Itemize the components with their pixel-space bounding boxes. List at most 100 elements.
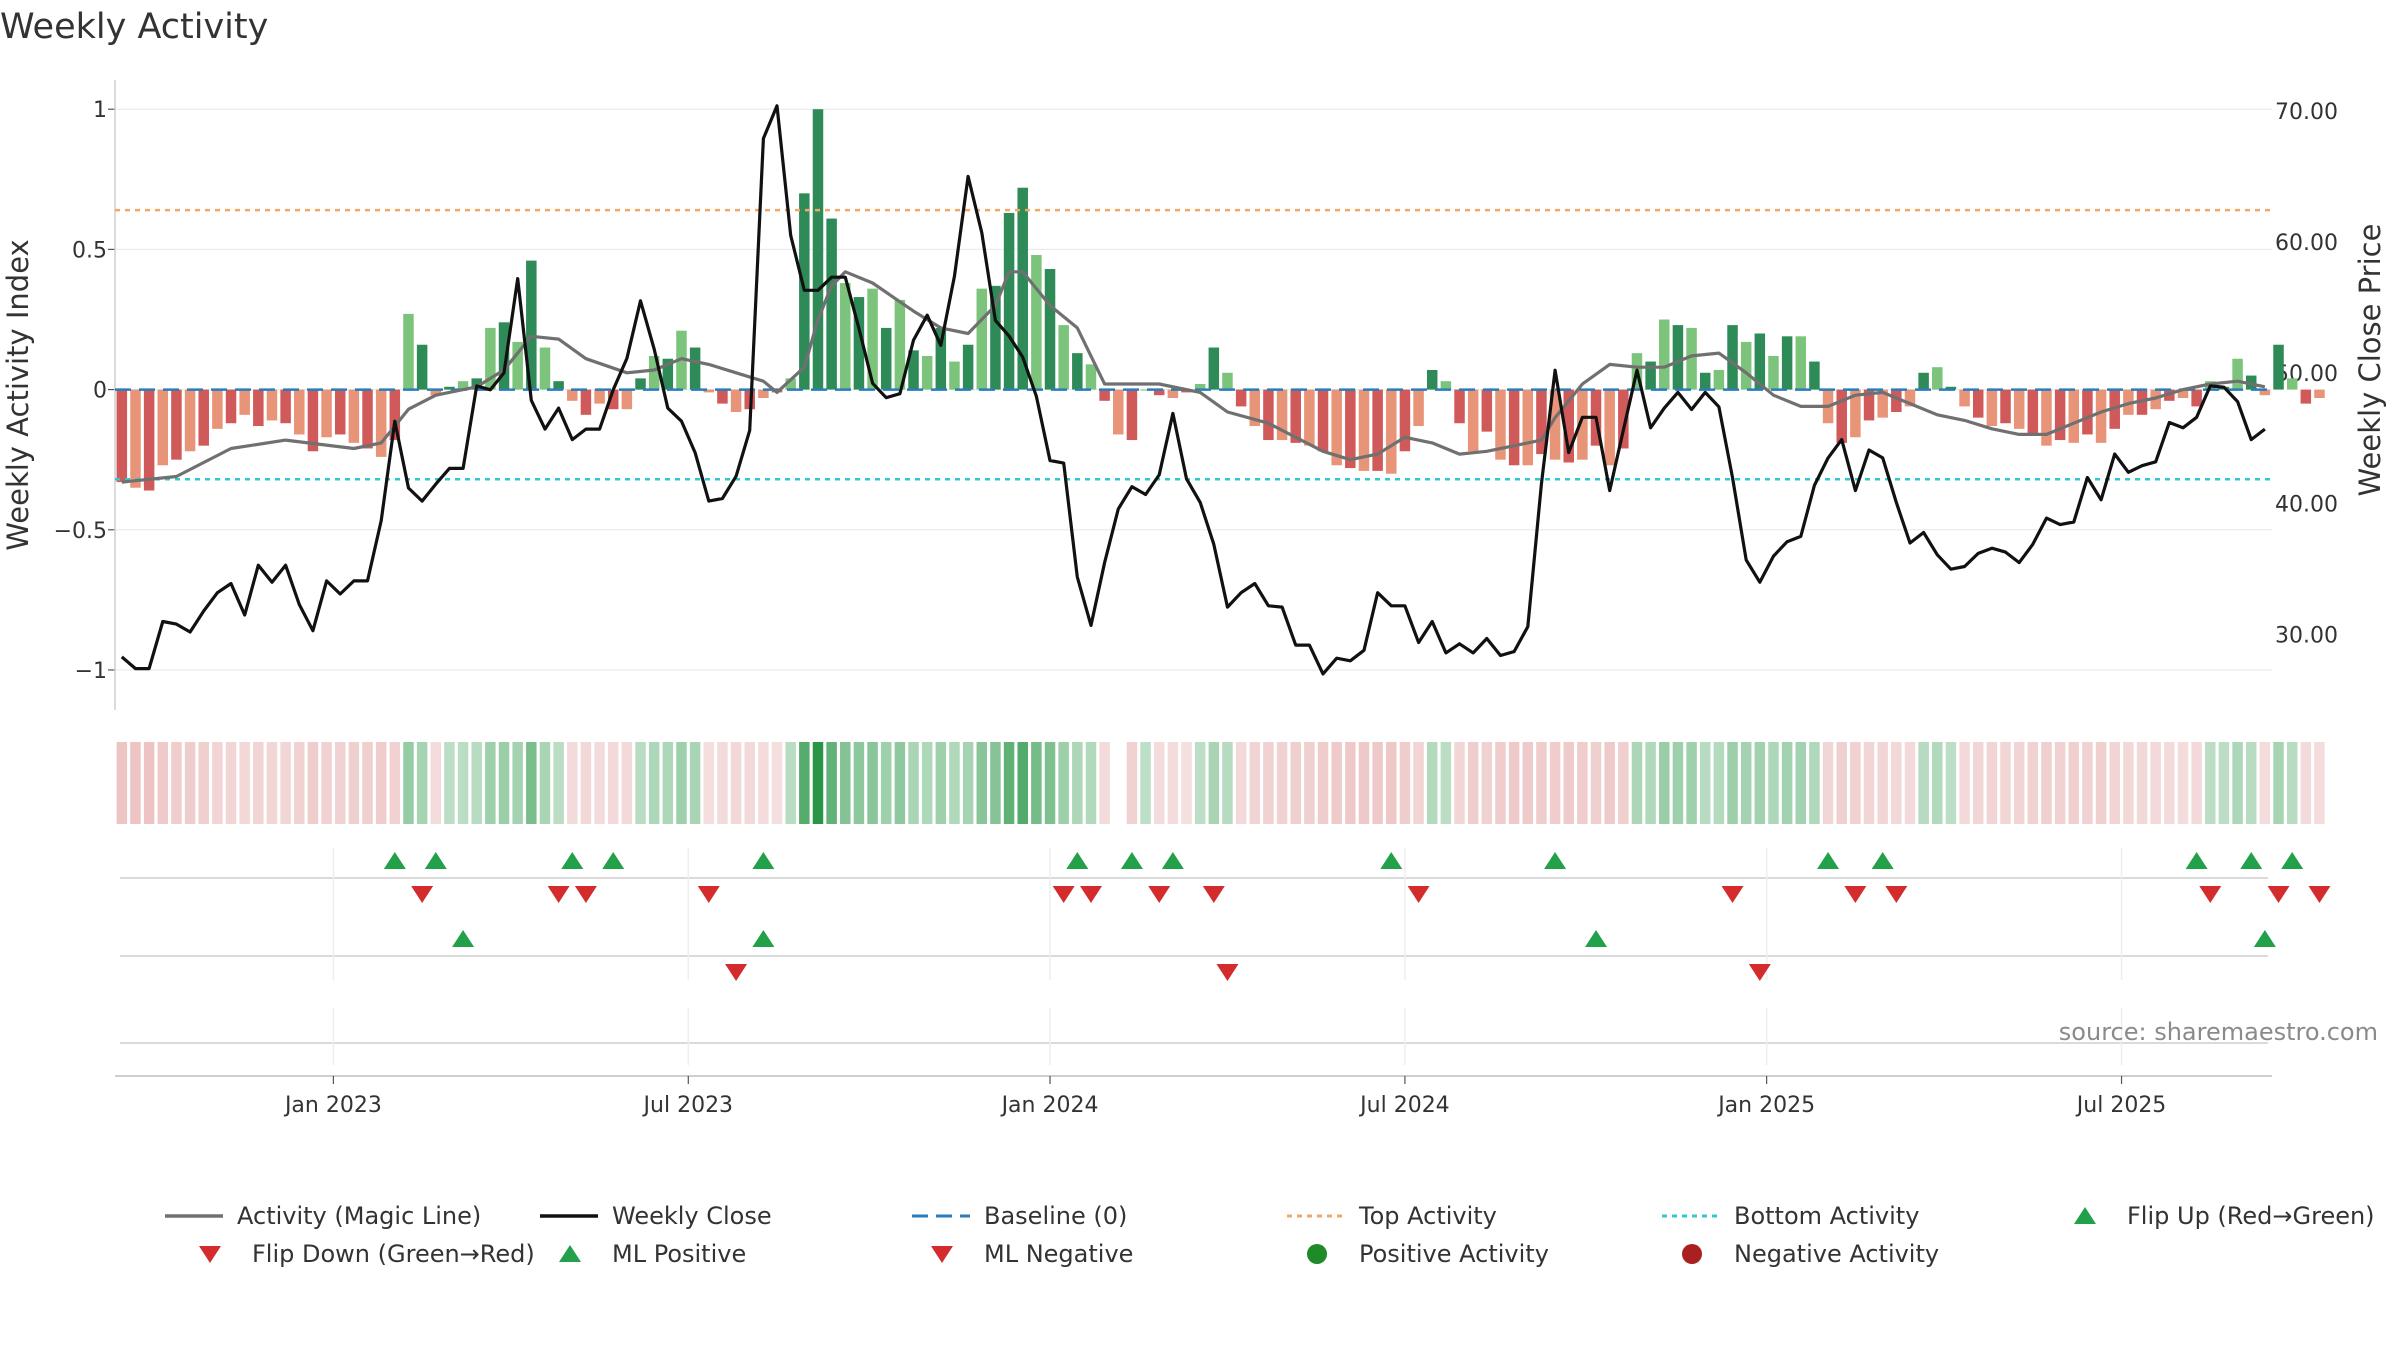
- heat-strip-cell: [1235, 742, 1247, 824]
- heat-strip-cell: [894, 742, 906, 824]
- heat-strip-cell: [1822, 742, 1834, 824]
- flip-up-marker: [424, 852, 447, 869]
- heat-strip-cell: [1099, 742, 1110, 824]
- heat-strip-cell: [1631, 742, 1643, 824]
- flip-down-marker: [697, 886, 720, 903]
- activity-bar: [1659, 319, 1670, 390]
- heat-strip-cell: [1713, 742, 1725, 824]
- heat-strip-cell: [1563, 742, 1574, 824]
- activity-bar: [1604, 389, 1615, 466]
- right-tick-label: 30.00: [2275, 624, 2338, 649]
- activity-bar: [471, 378, 482, 390]
- ml-positive-marker: [752, 930, 775, 947]
- activity-bar: [321, 389, 332, 438]
- heat-strip-cell: [1481, 742, 1493, 824]
- heat-strip-cell: [348, 742, 360, 824]
- activity-bar: [1454, 389, 1465, 424]
- activity-bar: [266, 389, 278, 421]
- activity-bar: [1085, 364, 1097, 390]
- activity-bar: [1072, 353, 1083, 390]
- heat-strip-cell: [1768, 742, 1779, 824]
- heat-strip-cell: [962, 742, 974, 824]
- activity-bar: [2177, 389, 2189, 398]
- legend-label: Activity (Magic Line): [237, 1202, 481, 1230]
- heat-strip-cell: [116, 742, 128, 824]
- heat-strip-cell: [362, 742, 373, 824]
- heat-strip-cell: [1932, 742, 1943, 824]
- activity-bar: [935, 327, 947, 390]
- heat-strip-cell: [1495, 742, 1506, 824]
- activity-bar: [689, 347, 701, 390]
- flip-up-marker: [2240, 852, 2263, 869]
- flip-down-marker: [2308, 886, 2331, 903]
- heat-strip-cell: [1317, 742, 1329, 824]
- activity-bar: [976, 288, 988, 390]
- legend-item-bottom: Bottom Activity: [1662, 1202, 1919, 1230]
- heat-strip-cell: [2027, 742, 2039, 824]
- heat-strip-cell: [1536, 742, 1547, 824]
- flip-down-marker: [1844, 886, 1867, 903]
- activity-bar: [2082, 389, 2093, 435]
- activity-bar: [1194, 383, 1206, 390]
- heat-strip-cell: [703, 742, 715, 824]
- activity-bar: [1713, 369, 1725, 390]
- heat-strip-cell: [1672, 742, 1684, 824]
- heat-strip-cell: [635, 742, 646, 824]
- activity-bar: [157, 389, 169, 466]
- activity-bar: [2259, 389, 2271, 396]
- legend-label: ML Negative: [984, 1240, 1133, 1268]
- heat-strip-cell: [253, 742, 264, 824]
- legend-item-posact: Positive Activity: [1307, 1240, 1549, 1268]
- heat-strip-cell: [1850, 742, 1861, 824]
- activity-bar: [1017, 187, 1028, 390]
- activity-bar: [2232, 358, 2243, 390]
- activity-bar: [2068, 389, 2080, 443]
- flip-down-marker: [2199, 886, 2222, 903]
- activity-bar: [1276, 389, 1288, 441]
- heat-strip-cell: [2273, 742, 2284, 824]
- heat-strip-cell: [717, 742, 728, 824]
- legend-swatch-dot: [1682, 1244, 1702, 1264]
- heat-strip-cell: [1549, 742, 1561, 824]
- heat-strip-cell: [2123, 742, 2134, 824]
- heat-strip-cell: [2150, 742, 2161, 824]
- activity-bar: [758, 389, 769, 398]
- heat-strip-cell: [662, 742, 674, 824]
- activity-bar: [662, 358, 674, 390]
- heat-strip-cell: [1208, 742, 1220, 824]
- activity-bar: [1645, 361, 1656, 390]
- activity-bar: [1003, 212, 1015, 390]
- heat-strip-cell: [1795, 742, 1807, 824]
- left-tick-label: 1: [93, 98, 107, 123]
- legend-item-flipup: Flip Up (Red→Green): [2074, 1202, 2375, 1230]
- heat-strip-cell: [157, 742, 169, 824]
- main-plot-panel: 1 0.5 0 −0.5 −1 70.00 60.00 50.00 40.00 30.00 Week…: [1, 80, 2387, 710]
- heat-strip-cell: [1263, 742, 1274, 824]
- activity-bar: [1618, 389, 1629, 449]
- activity-bar: [294, 389, 305, 435]
- activity-bar: [212, 389, 223, 429]
- legend-item-close: Weekly Close: [540, 1202, 772, 1230]
- activity-bar: [2000, 389, 2011, 424]
- activity-bar: [1986, 389, 1998, 427]
- heat-strip-cell: [1194, 742, 1206, 824]
- heat-strip-cell: [143, 742, 155, 824]
- activity-bar: [1044, 269, 1056, 390]
- legend-label: Bottom Activity: [1734, 1202, 1919, 1230]
- heat-strip-cell: [2205, 742, 2216, 824]
- heat-strip-cell: [812, 742, 824, 824]
- heat-strip-cell: [1686, 742, 1697, 824]
- activity-bar: [2191, 389, 2202, 407]
- activity-bar: [1863, 389, 1875, 421]
- legend-item-magic: Activity (Magic Line): [165, 1202, 481, 1230]
- activity-bar: [908, 350, 919, 390]
- activity-bar: [2013, 389, 2025, 429]
- flip-up-marker: [1544, 852, 1567, 869]
- x-axis: Jan 2023 Jul 2023 Jan 2024 Jul 2024 Jan 2025…: [115, 1075, 2272, 1118]
- activity-bar: [1495, 389, 1506, 460]
- heat-strip-cell: [1126, 742, 1138, 824]
- heat-strip-cell: [580, 742, 592, 824]
- activity-bar: [539, 347, 551, 390]
- flip-up-marker: [602, 852, 625, 869]
- legend-item-mlpos: ML Positive: [559, 1240, 746, 1268]
